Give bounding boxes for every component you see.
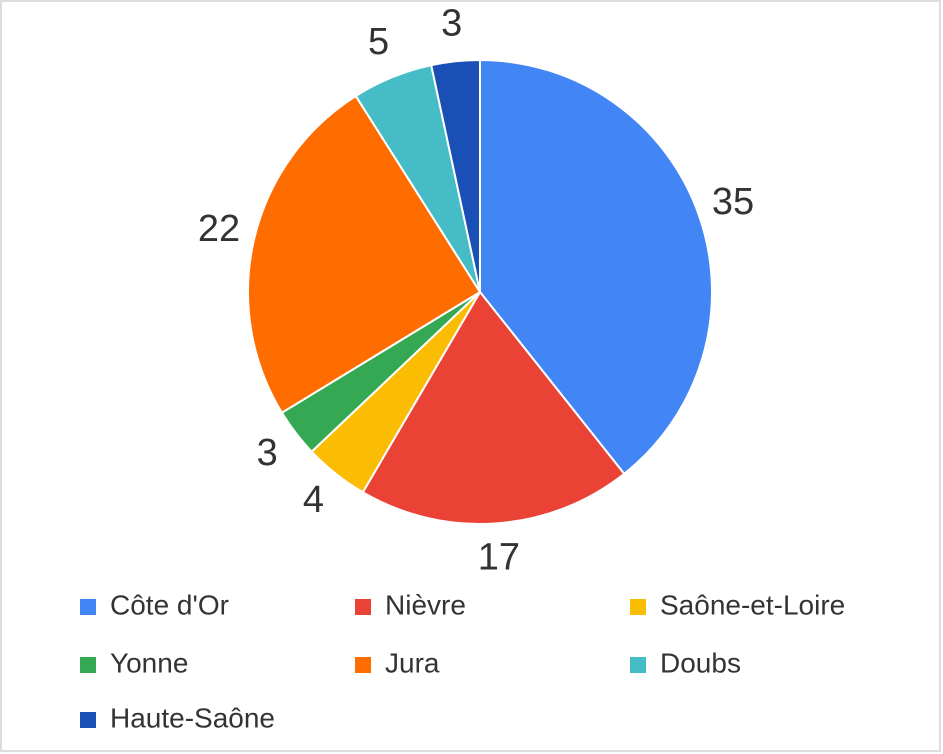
- legend-swatch: [80, 712, 96, 728]
- pie-slice: [361, 290, 626, 525]
- legend-swatch: [80, 599, 96, 615]
- legend-swatch: [630, 599, 646, 615]
- legend-swatch: [355, 657, 371, 673]
- legend-label: Jura: [385, 647, 440, 678]
- data-label: 4: [303, 479, 324, 521]
- legend-label: Nièvre: [385, 589, 466, 620]
- data-label: 22: [198, 208, 240, 250]
- data-label: 17: [478, 536, 520, 578]
- pie-slice: [479, 58, 713, 476]
- legend-label: Haute-Saône: [110, 702, 275, 733]
- legend-label: Saône-et-Loire: [660, 589, 845, 620]
- legend-label: Côte d'Or: [110, 589, 229, 620]
- pie-slice: [430, 58, 481, 293]
- legend-swatch: [355, 599, 371, 615]
- legend-swatch: [80, 657, 96, 673]
- pie-slice: [247, 94, 482, 415]
- data-label: 3: [257, 432, 278, 474]
- data-label: 5: [368, 21, 389, 63]
- data-label: 3: [441, 3, 462, 45]
- legend-swatch: [630, 657, 646, 673]
- legend-label: Yonne: [110, 647, 188, 678]
- legend-label: Doubs: [660, 647, 741, 678]
- data-label: 35: [712, 181, 754, 223]
